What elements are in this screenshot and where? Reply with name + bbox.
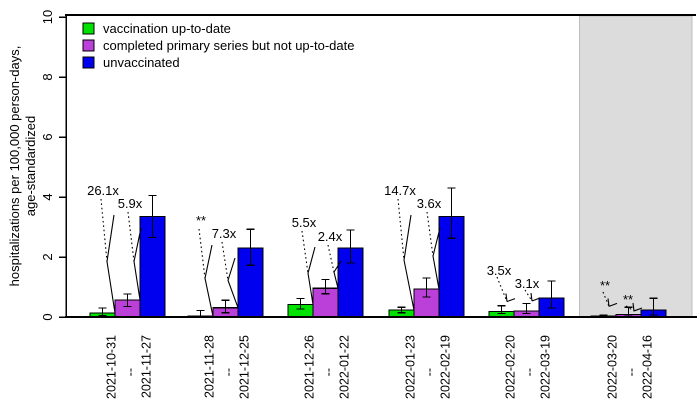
x-label-sep-group5: -- xyxy=(625,368,639,376)
annotation-0-dotted-leader xyxy=(100,198,108,262)
y-tick-label-2: 2 xyxy=(40,253,55,260)
x-label-sep-group2: -- xyxy=(322,368,336,376)
annotation-9-arrowhead xyxy=(531,297,541,302)
x-label-from-group4: 2022-02-20 xyxy=(504,335,518,399)
annotation-11-arrowhead xyxy=(632,302,635,312)
annotation-6-solid-leader xyxy=(403,214,415,311)
x-label-sep-group0: -- xyxy=(124,368,138,376)
annotation-1-label: 5.9x xyxy=(118,196,143,211)
x-label-from-group2: 2021-12-26 xyxy=(303,335,317,399)
x-label-to-group2: 2022-01-22 xyxy=(338,335,352,399)
x-label-to-group1: 2021-12-25 xyxy=(238,335,252,399)
legend-key-0 xyxy=(82,22,95,35)
shaded-region-last-period xyxy=(579,15,693,318)
y-tick-label-4: 4 xyxy=(40,193,55,200)
x-label-from-group3: 2022-01-23 xyxy=(404,335,418,399)
legend-label-0: vaccination up-to-date xyxy=(103,21,231,36)
annotation-2-dotted-leader xyxy=(198,228,206,279)
annotation-1-dotted-leader xyxy=(127,211,135,262)
annotation-6-dotted-leader xyxy=(397,198,405,261)
annotation-10-arrowhead xyxy=(607,298,610,307)
annotation-11-dotted-leader xyxy=(625,305,635,312)
annotation-5-solid-leader xyxy=(333,260,342,289)
y-tick-label-6: 6 xyxy=(40,133,55,140)
annotation-3-solid-leader xyxy=(227,257,239,308)
y-tick-label-10: 10 xyxy=(40,10,55,24)
annotation-1-solid-leader xyxy=(133,227,142,300)
legend-label-1: completed primary series but not up-to-d… xyxy=(103,38,354,53)
annotation-5-dotted-leader xyxy=(327,244,335,273)
annotation-10-arrowhead xyxy=(608,302,618,307)
annotation-8-label: 3.5x xyxy=(487,263,512,278)
legend-key-1 xyxy=(82,39,95,52)
legend-label-2: unvaccinated xyxy=(103,55,180,70)
annotation-8-arrowhead xyxy=(506,298,516,303)
annotation-3-dotted-leader xyxy=(221,241,229,281)
annotation-6-label: 14.7x xyxy=(384,183,416,198)
y-axis-title-line1: hospitalizations per 100,000 person-days… xyxy=(7,46,22,287)
annotation-8-arrowhead xyxy=(505,293,508,302)
annotation-0-label: 26.1x xyxy=(87,183,119,198)
y-tick-label-0: 0 xyxy=(40,313,55,320)
annotation-7-solid-leader xyxy=(432,227,441,290)
x-label-to-group3: 2022-02-19 xyxy=(439,335,453,399)
x-label-sep-group1: -- xyxy=(222,368,236,376)
y-axis-title-line2: age-standardized xyxy=(23,116,38,216)
x-label-sep-group3: -- xyxy=(423,368,437,376)
annotation-9-label: 3.1x xyxy=(515,276,540,291)
annotation-0-solid-leader xyxy=(106,214,116,314)
x-label-sep-group4: -- xyxy=(523,368,537,376)
annotation-2-solid-leader xyxy=(204,244,214,317)
annotation-10-label: ** xyxy=(600,278,610,293)
annotation-4-label: 5.5x xyxy=(292,215,317,230)
annotation-4-dotted-leader xyxy=(301,230,309,274)
x-label-from-group0: 2021-10-31 xyxy=(105,335,119,399)
annotation-7-dotted-leader xyxy=(426,211,434,257)
x-label-to-group4: 2022-03-19 xyxy=(539,335,553,399)
annotation-8-dotted-leader xyxy=(496,276,508,302)
annotation-3-label: 7.3x xyxy=(212,226,237,241)
y-tick-label-8: 8 xyxy=(40,73,55,80)
annotation-11-arrowhead xyxy=(633,307,643,312)
x-label-from-group5: 2022-03-20 xyxy=(606,335,620,399)
legend-key-2 xyxy=(82,56,95,69)
annotation-4-solid-leader xyxy=(307,246,316,305)
annotation-11-label: ** xyxy=(623,292,633,307)
annotation-2-label: ** xyxy=(196,213,206,228)
x-label-from-group1: 2021-11-28 xyxy=(203,335,217,398)
annotation-5-label: 2.4x xyxy=(318,229,343,244)
annotation-9-arrowhead xyxy=(530,292,533,302)
x-label-to-group5: 2022-04-16 xyxy=(641,335,655,399)
annotation-7-label: 3.6x xyxy=(417,196,442,211)
x-label-to-group0: 2021-11-27 xyxy=(140,335,154,398)
